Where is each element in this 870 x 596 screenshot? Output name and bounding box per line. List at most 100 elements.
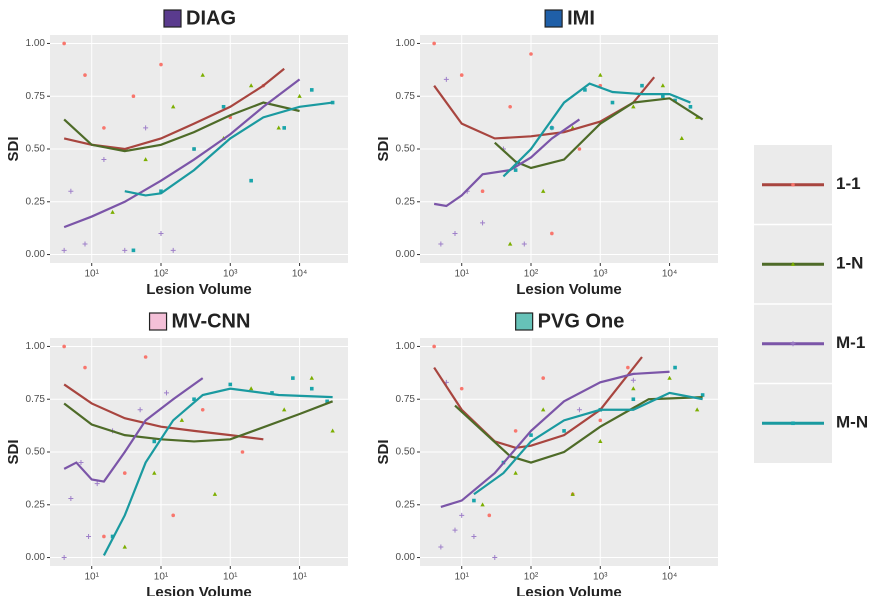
point [471,533,477,539]
point [438,544,444,550]
point [508,104,512,109]
point [790,261,796,266]
point [248,83,254,88]
point [791,182,795,187]
x-axis-title: Lesion Volume [146,584,252,596]
point [61,555,67,561]
point [438,241,444,247]
trend-line [433,356,643,449]
point [541,376,546,380]
y-tick-label: 1.00 [26,38,46,49]
point [577,147,582,151]
point [492,555,498,561]
point [131,94,136,99]
x-tick-label: 10¹ [84,269,99,280]
point [249,178,253,183]
point [630,377,636,383]
point [576,407,582,413]
x-tick-label: 10² [524,572,539,583]
point [432,41,436,46]
point [212,491,218,496]
trend-line [502,82,691,178]
x-tick-label: 10³ [593,572,608,583]
point [550,126,554,130]
point [513,429,518,433]
point [101,157,107,163]
x-tick-label: 10⁴ [292,269,307,280]
point [562,429,566,433]
trend-line [124,101,333,197]
point [152,439,157,444]
y-tick-label: 0.00 [396,249,416,260]
point [459,512,465,518]
point [171,104,176,109]
point [325,399,329,404]
x-tick-label: 10² [524,269,539,280]
panel: 0.00 0.25 0.50 0.75 1.00 10¹ 10² 10³ 10⁴ Lesion V… [375,310,718,596]
y-tick-label: 0.25 [26,196,46,207]
panel-title: IMI [567,7,595,29]
point [673,365,677,370]
point [110,209,115,214]
point [529,52,533,56]
x-tick-label: 10³ [223,269,238,280]
point [192,397,196,402]
point [667,375,672,380]
point [309,375,314,380]
y-tick-label: 1.00 [396,341,416,352]
point [143,125,149,131]
legend-label: M-N [836,413,868,432]
point [598,72,603,77]
point [521,241,527,247]
title-swatch [163,9,182,28]
x-tick-label: 10¹ [292,572,307,583]
point [94,481,100,487]
x-axis-title: Lesion Volume [516,584,622,596]
point [159,189,163,194]
point [122,471,127,475]
y-tick-label: 0.75 [396,91,416,102]
y-tick-label: 0.00 [26,249,46,260]
point [171,513,176,518]
title-swatch [544,9,563,28]
point [661,94,665,99]
point [86,533,92,539]
x-tick-label: 10¹ [454,269,469,280]
point [240,450,245,454]
legend-label: M-1 [836,333,865,352]
point [631,104,636,109]
y-axis-title: SDI [375,136,392,161]
y-tick-label: 0.75 [26,91,46,102]
y-tick-label: 0.25 [396,196,416,207]
point [102,126,106,130]
point [459,73,464,77]
trend-line [63,101,300,153]
x-tick-label: 10³ [593,269,608,280]
point [631,386,636,391]
x-tick-label: 10¹ [84,572,99,583]
point [513,470,518,475]
point [673,98,677,103]
point [610,100,615,105]
point [529,433,533,437]
point [68,495,74,501]
point [270,391,274,395]
trend-line [473,391,703,496]
point [122,247,128,253]
x-tick-label: 10¹ [223,572,238,583]
x-tick-label: 10² [154,269,169,280]
point [688,104,693,109]
x-tick-label: 10¹ [154,572,169,583]
point [131,248,136,253]
point [309,88,314,92]
point [137,407,143,413]
y-tick-label: 0.25 [26,499,46,510]
trend-line [63,400,334,443]
point [459,386,464,391]
point [679,136,684,141]
point [291,376,295,380]
point [626,365,630,370]
panel: 0.00 0.25 0.50 0.75 1.00 10¹ 10² 10³ 10⁴ Lesion V… [375,7,718,298]
point [122,544,127,549]
